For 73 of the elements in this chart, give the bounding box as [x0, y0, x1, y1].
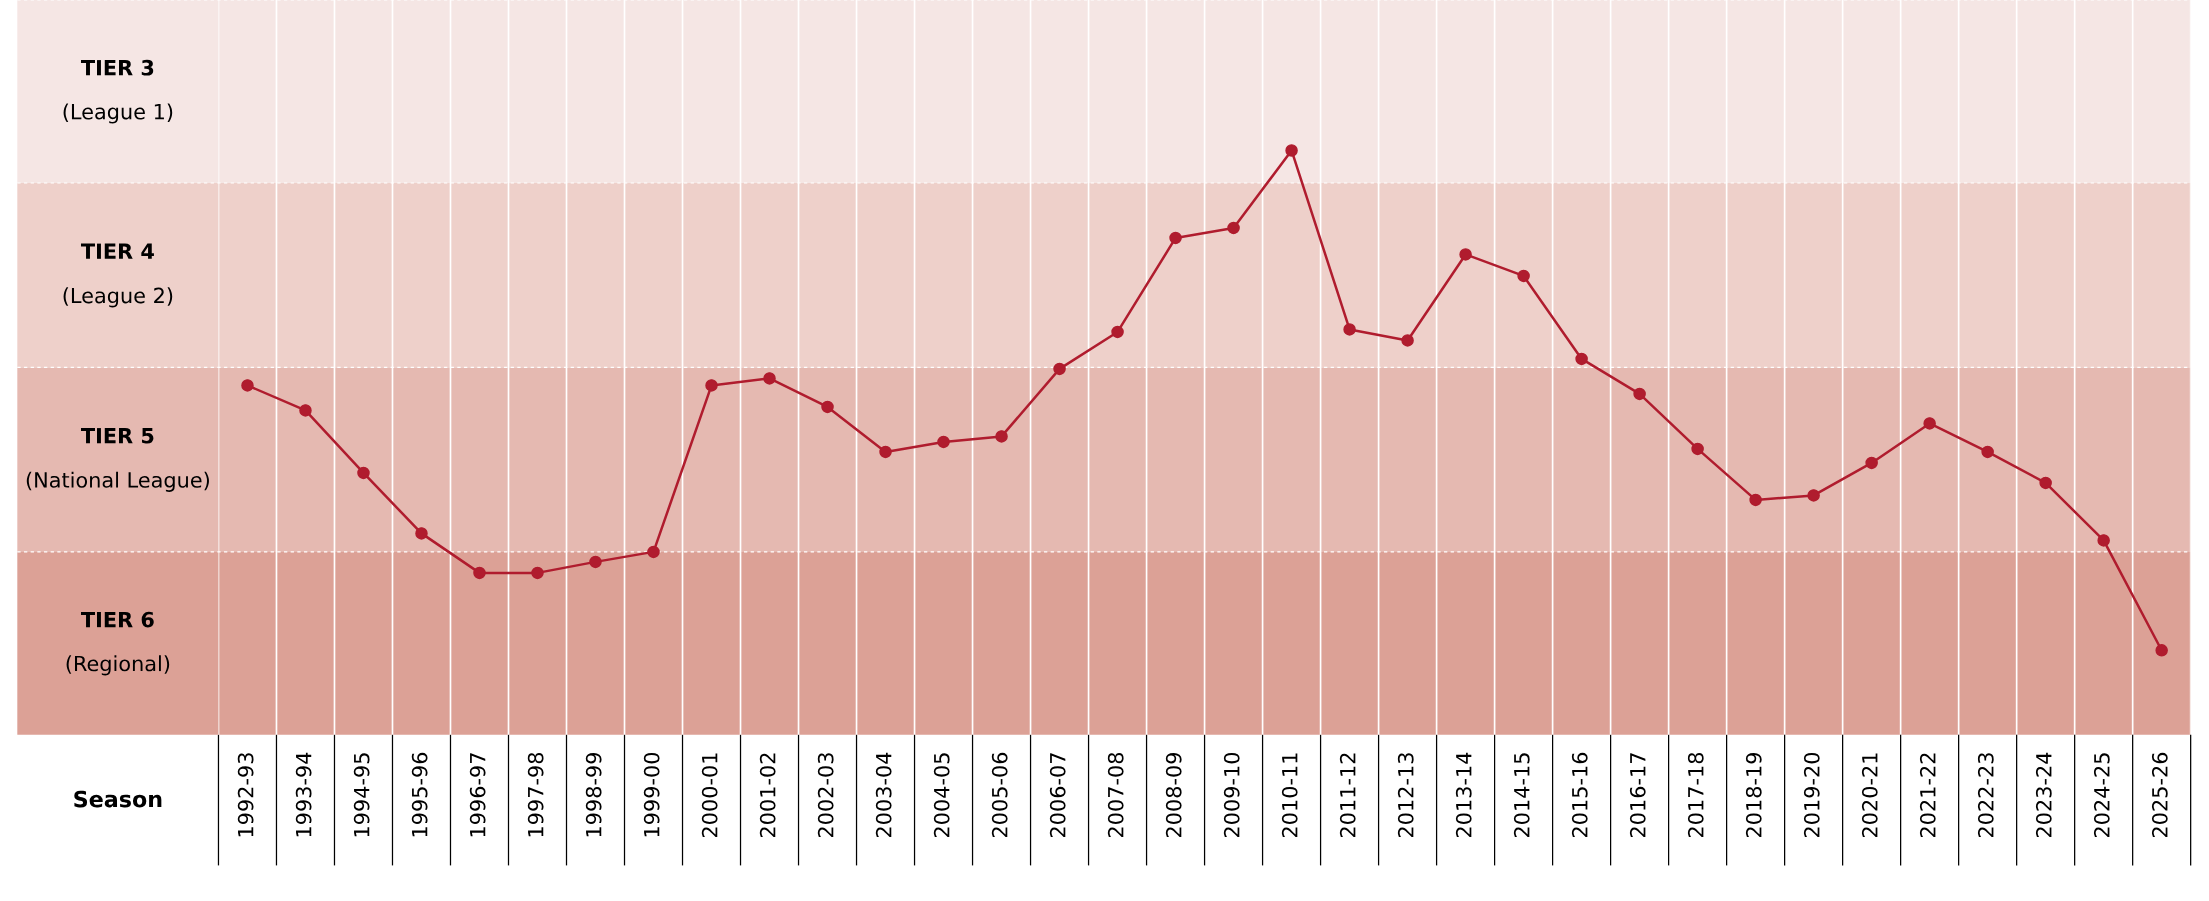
point	[1343, 323, 1356, 336]
x-tick-label: 2019-20	[1803, 752, 1820, 838]
point	[2039, 476, 2052, 490]
x-tick-label: 1994-95	[353, 753, 370, 837]
point	[821, 400, 834, 414]
text: TIER 4 (League 2)	[63, 243, 173, 308]
point	[1053, 362, 1066, 376]
x-tick-label: 2022-23	[1977, 753, 1994, 838]
x-tick-label: 1993-94	[295, 752, 312, 837]
x-tick-label: 2025-26	[2151, 752, 2168, 838]
point	[1517, 269, 1530, 283]
point	[1459, 248, 1472, 261]
x-tick-label: 2002-03	[817, 753, 834, 838]
x-tick-label: 2016-17	[1629, 753, 1646, 838]
point	[879, 445, 892, 459]
point	[1401, 334, 1414, 347]
x-tick-label: 2012-13	[1397, 753, 1414, 838]
point	[1575, 352, 1588, 366]
point	[1285, 144, 1298, 157]
point	[2097, 534, 2110, 547]
x-tick-label: 1992-93	[237, 753, 254, 837]
x-tick-label: 2024-25	[2093, 753, 2110, 838]
point	[241, 379, 254, 392]
point	[1633, 387, 1646, 401]
point	[763, 372, 776, 385]
x-tick-label: 2017-18	[1687, 752, 1704, 838]
x-tick-label: 2001-02	[759, 753, 776, 838]
text: TIER 5 (National League)	[26, 428, 209, 492]
point	[1169, 231, 1182, 245]
x-tick-label: 2010-11	[1281, 753, 1298, 838]
point	[1691, 442, 1704, 456]
x-tick-label: 2005-06	[991, 752, 1008, 838]
x-tick-label: 2018-19	[1745, 752, 1762, 838]
x-tick-label: 2011-12	[1339, 753, 1356, 838]
x-tick-label: 2004-05	[933, 753, 950, 838]
x-tick-label: 2014-15	[1513, 753, 1530, 838]
x-tick-label: 1997-98	[527, 752, 544, 837]
point	[299, 404, 312, 417]
x-tick-label: 2000-01	[701, 753, 718, 838]
x-tick-label: 2009-10	[1223, 752, 1240, 838]
point	[1227, 221, 1240, 235]
point	[2155, 644, 2168, 657]
x-tick-label: 1999-00	[643, 752, 660, 837]
x-tick-label: 2008-09	[1165, 752, 1182, 838]
x-tick-label: 1998-99	[585, 752, 602, 837]
point	[647, 545, 660, 559]
text: TIER 3 (League 1)	[63, 59, 173, 124]
x-tick-label: 2021-22	[1919, 753, 1936, 838]
point	[995, 430, 1008, 443]
x-tick-label: 2013-14	[1455, 752, 1472, 838]
point	[1749, 493, 1762, 507]
x-axis-title: Season	[74, 790, 162, 808]
point	[1807, 489, 1820, 502]
point	[357, 466, 370, 480]
x-tick-label: 2003-04	[875, 752, 892, 838]
point	[473, 566, 486, 580]
point	[1981, 445, 1994, 459]
point	[1111, 325, 1124, 339]
x-tick-label: 2015-16	[1571, 752, 1588, 838]
x-tick-label: 2020-21	[1861, 753, 1878, 838]
x-tick-label: 2006-07	[1049, 753, 1066, 838]
point	[589, 555, 602, 569]
point	[937, 435, 950, 449]
x-tick-label: 2007-08	[1107, 752, 1124, 838]
x-tick-label: 1995-96	[411, 752, 428, 837]
point	[705, 379, 718, 392]
point	[1923, 417, 1936, 430]
point	[1865, 456, 1878, 470]
x-tick-label: 2023-24	[2035, 752, 2052, 838]
x-tick-label: 1996-97	[469, 753, 486, 837]
point	[531, 566, 544, 580]
point	[415, 527, 428, 540]
text: TIER 6 (Regional)	[66, 611, 170, 676]
